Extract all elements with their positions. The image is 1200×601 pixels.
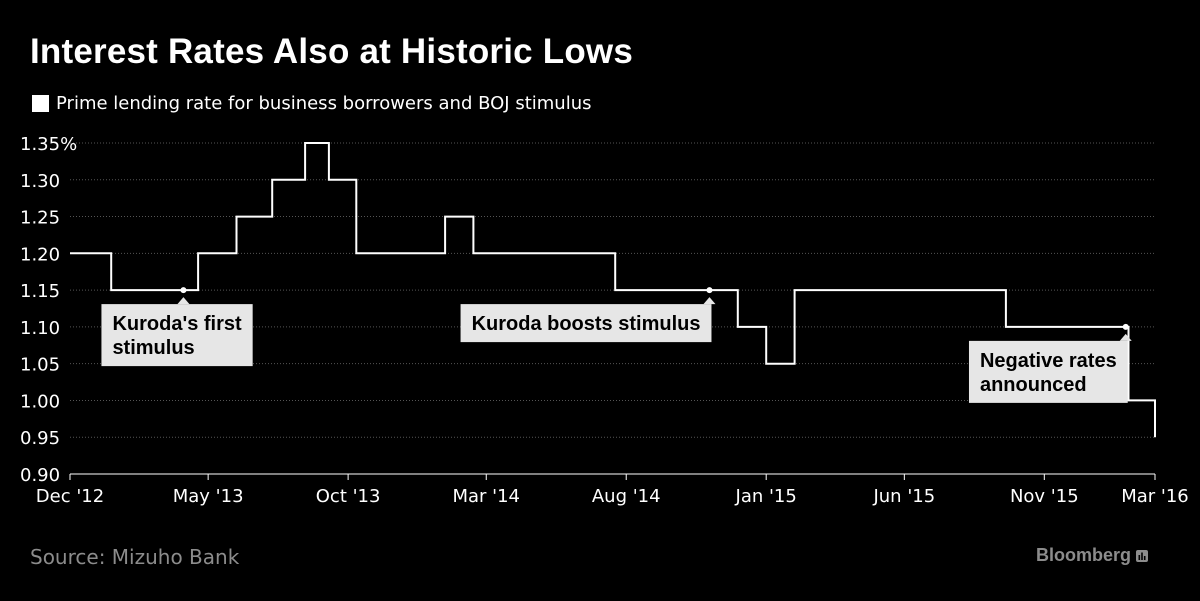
x-tick-label: Mar '16: [1121, 486, 1189, 507]
x-tick-label: Oct '13: [316, 486, 381, 507]
legend-label: Prime lending rate for business borrower…: [56, 92, 592, 114]
y-tick-label: 1.00: [20, 391, 60, 412]
annotation: Kuroda boosts stimulus: [460, 287, 716, 343]
x-tick-label: Jan '15: [735, 486, 797, 507]
x-tick-label: May '13: [173, 486, 244, 507]
chart-title: Interest Rates Also at Historic Lows: [30, 32, 634, 71]
annotation-pointer: [703, 297, 716, 305]
annotation-text: stimulus: [112, 337, 194, 359]
y-tick-label: 0.90: [20, 465, 60, 486]
annotation-marker: [1122, 323, 1129, 330]
y-tick-label: 1.30: [20, 171, 60, 192]
annotation-pointer: [1119, 333, 1132, 341]
annotation-marker: [706, 287, 713, 294]
x-tick-label: Aug '14: [592, 486, 661, 507]
annotation-text: Kuroda boosts stimulus: [472, 313, 701, 335]
annotation-text: Negative rates: [980, 350, 1117, 372]
x-tick-label: Mar '14: [452, 486, 520, 507]
source-note: Source: Mizuho Bank: [30, 545, 240, 569]
annotation-box: [460, 304, 712, 343]
y-tick-label: 1.15: [20, 281, 60, 302]
x-tick-label: Nov '15: [1010, 486, 1079, 507]
annotation-box: [968, 340, 1128, 403]
y-tick-label: 0.95: [20, 428, 60, 449]
y-tick-label: 1.35%: [20, 134, 77, 155]
annotation-box: [101, 304, 253, 367]
annotation-pointer: [177, 297, 190, 305]
brand: Bloomberg: [1036, 545, 1148, 566]
x-tick-label: Jun '15: [872, 486, 935, 507]
brand-name: Bloomberg: [1035, 545, 1131, 565]
annotation-text: announced: [980, 374, 1087, 396]
x-tick-label: Dec '12: [36, 486, 104, 507]
legend: Prime lending rate for business borrower…: [32, 92, 591, 114]
series-line: [70, 142, 1156, 438]
axis-layer: 1.35% 1.30 1.25 1.20 1.15 1.10 1.05 1.00 0.95 0.9…: [20, 134, 1189, 507]
annotation-text: Kuroda's first: [112, 313, 242, 335]
y-tick-label: 1.25: [20, 208, 60, 229]
annotation-marker: [180, 287, 187, 294]
y-tick-label: 1.10: [20, 318, 60, 339]
bar-chart-icon: [1136, 549, 1148, 562]
legend-swatch: [32, 94, 49, 112]
line-layer: [70, 142, 1156, 438]
y-tick-label: 1.20: [20, 244, 60, 265]
y-tick-label: 1.05: [20, 355, 60, 376]
